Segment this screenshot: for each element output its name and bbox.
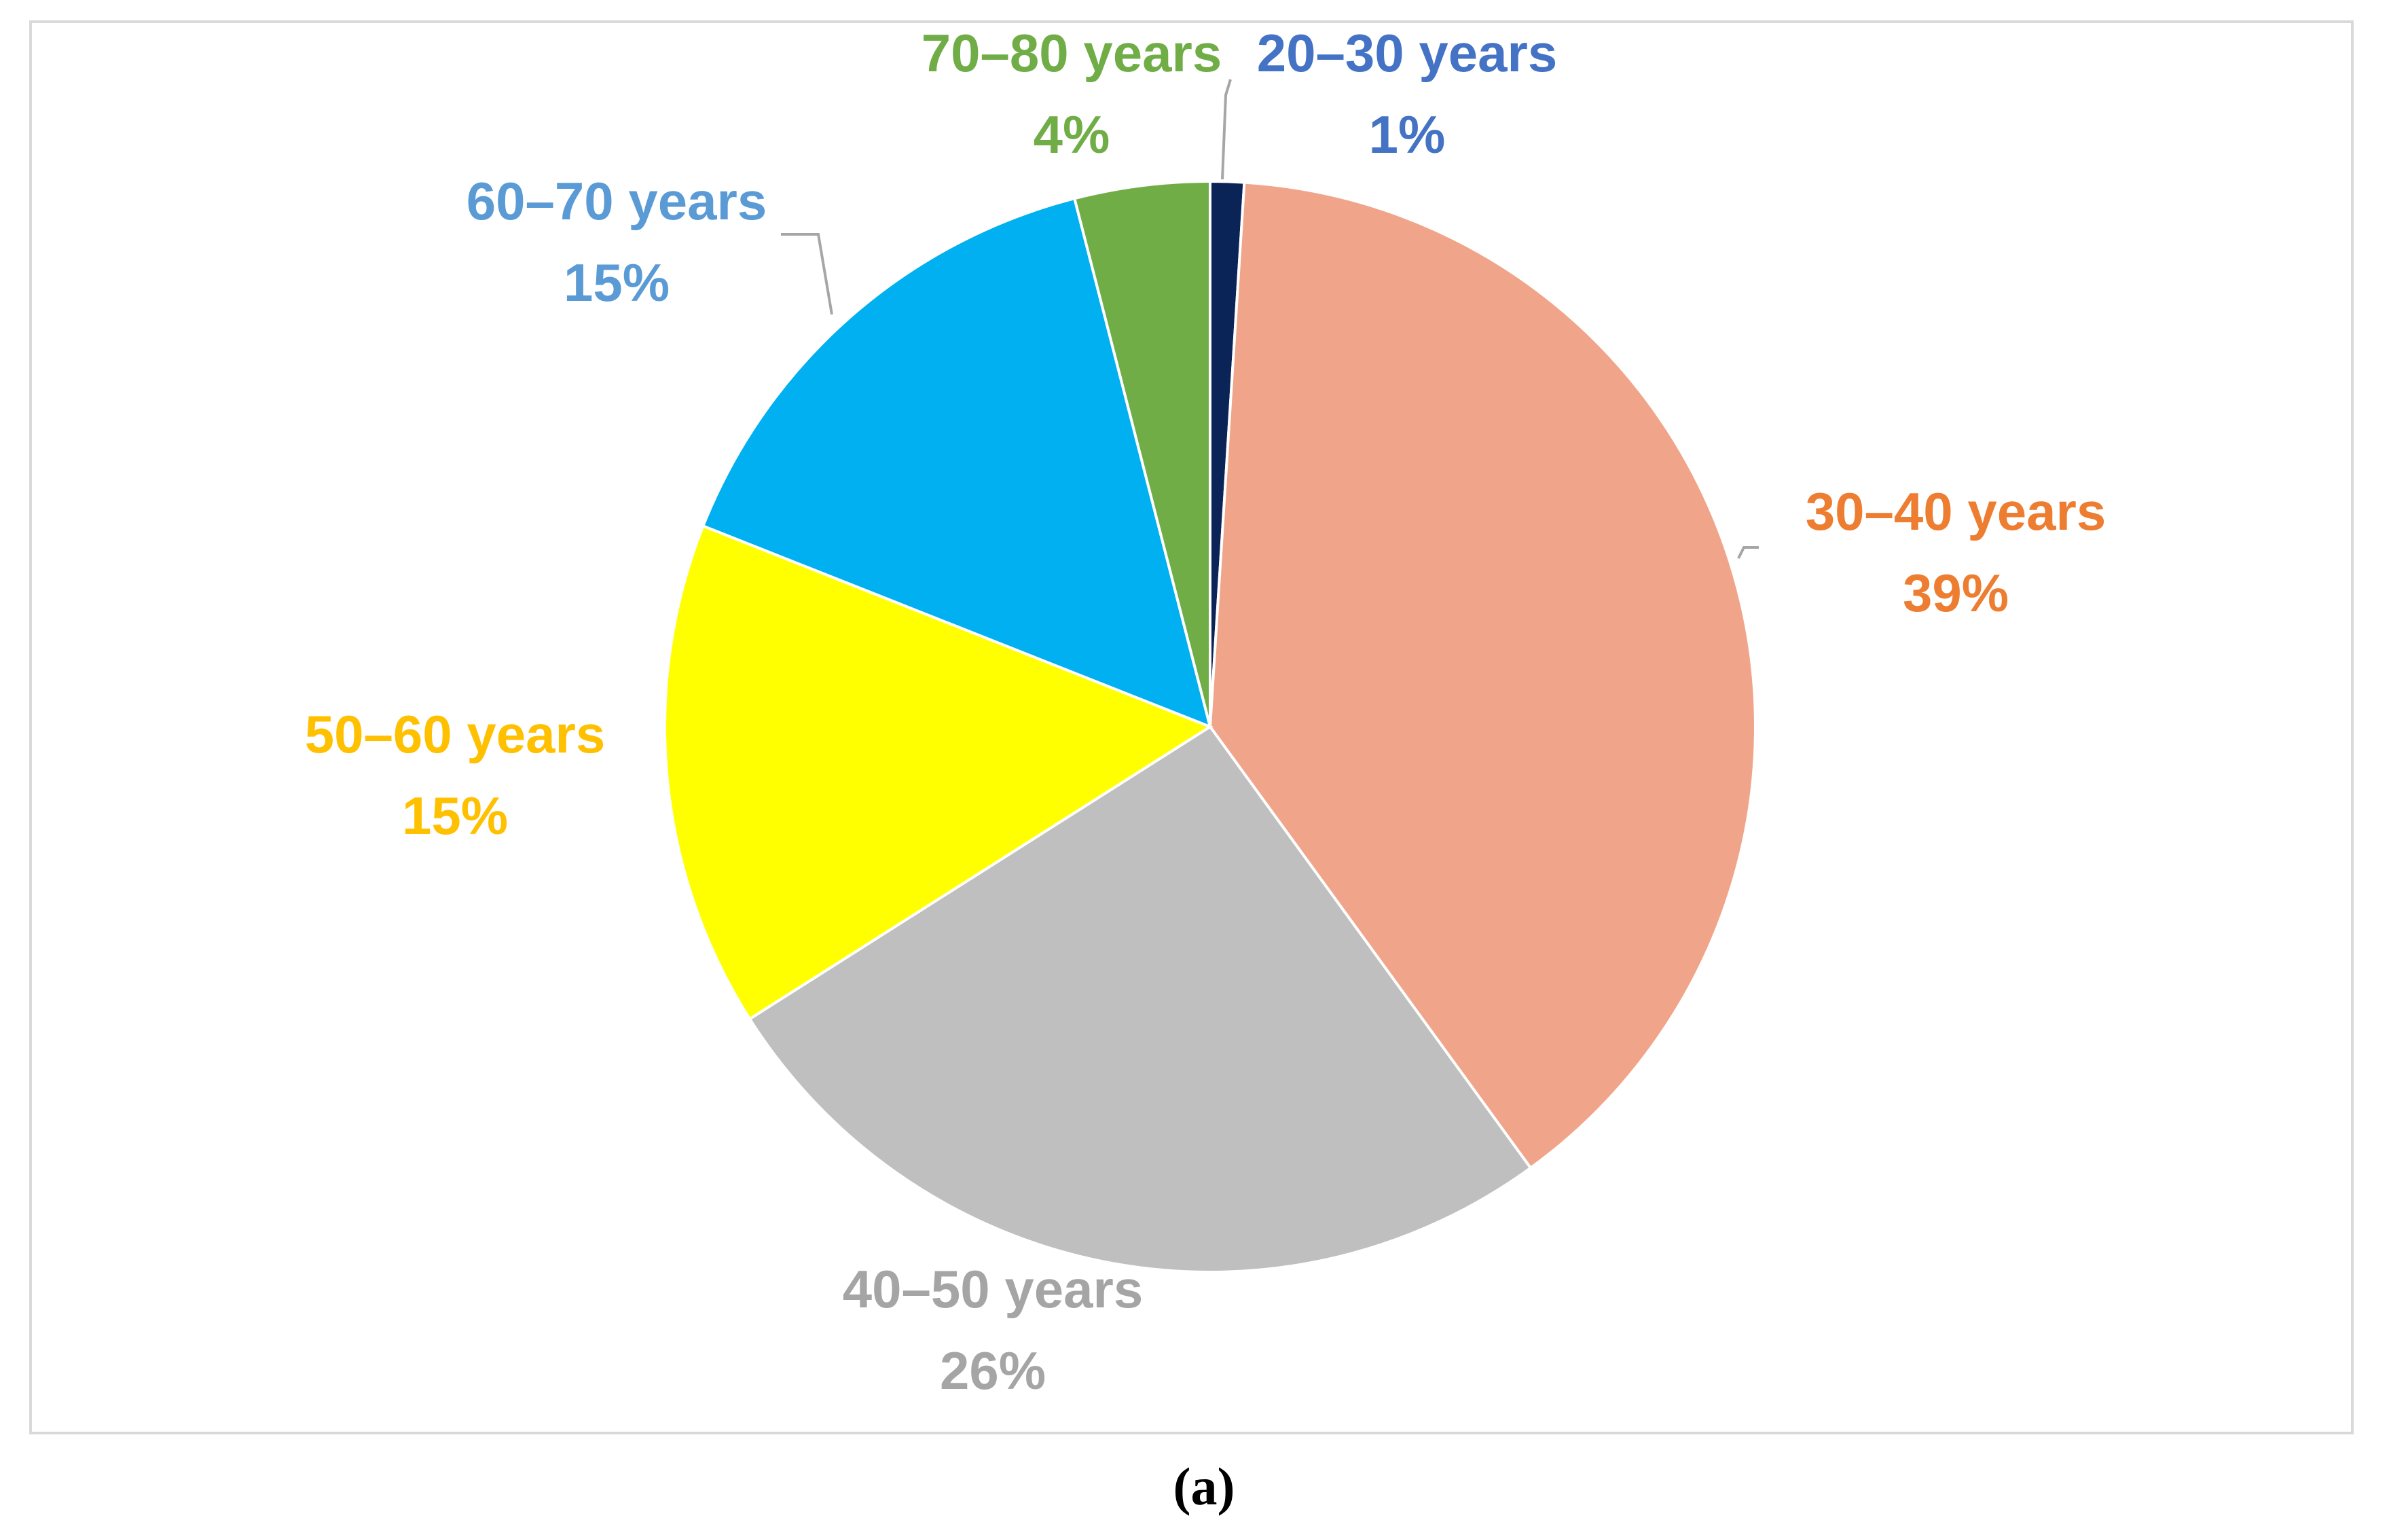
pie-slices	[663, 179, 1757, 1273]
slice-category-label: 50–60 years	[305, 704, 605, 764]
slice-percent-label: 4%	[1034, 105, 1110, 164]
slice-percent-label: 15%	[564, 253, 670, 312]
pie-slice-30-40-years	[1208, 181, 1757, 1170]
leader-line-20-30-years	[1221, 79, 1232, 180]
slice-category-label: 70–80 years	[922, 23, 1222, 83]
leader-line-30-40-years	[1737, 546, 1759, 559]
slice-labels: 20–30 years 1% 30–40 years 39% 40–50 years 26…	[305, 23, 2106, 1400]
slice-category-label: 30–40 years	[1806, 482, 2106, 541]
pie-slice-60-70-years	[701, 196, 1212, 729]
slice-percent-label: 39%	[1903, 563, 2009, 623]
slice-percent-label: 26%	[940, 1341, 1046, 1400]
slice-category-label: 20–30 years	[1257, 23, 1557, 83]
pie-slice-70-80-years	[1072, 179, 1211, 727]
slice-category-label: 40–50 years	[843, 1259, 1143, 1319]
figure-caption: (a)	[1173, 1457, 1235, 1516]
slice-percent-label: 1%	[1369, 105, 1446, 164]
slice-category-label: 60–70 years	[467, 171, 767, 231]
leader-line-60-70-years	[781, 233, 833, 315]
pie-slice-50-60-years	[663, 524, 1214, 1021]
pie-slice-40-50-years	[748, 725, 1533, 1273]
leader-lines	[781, 79, 1759, 559]
slice-percent-label: 15%	[402, 786, 508, 846]
